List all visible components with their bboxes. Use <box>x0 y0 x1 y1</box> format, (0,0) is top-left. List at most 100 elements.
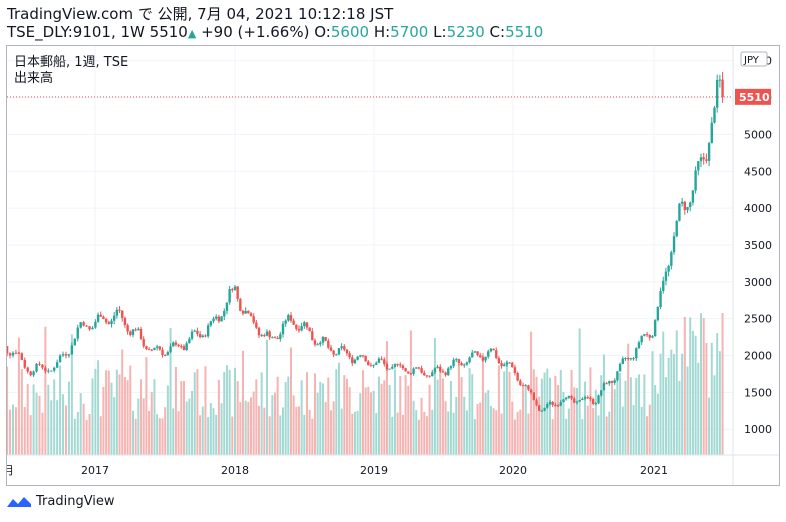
volume-bar <box>383 380 386 455</box>
volume-bar <box>551 419 554 455</box>
price-change: +90 (+1.66%) <box>201 23 310 41</box>
volume-bar <box>281 407 284 455</box>
candle-body <box>129 331 132 335</box>
candle-body <box>678 203 681 221</box>
candle-body <box>20 353 24 360</box>
candle-body <box>284 320 287 324</box>
candle-body <box>96 314 100 322</box>
candle-body <box>551 402 554 405</box>
candle-body <box>88 326 91 330</box>
candle-body <box>236 286 239 299</box>
candle-body <box>297 328 301 331</box>
volume-bar <box>404 375 407 455</box>
candle-body <box>247 310 250 314</box>
candle-body <box>656 306 660 321</box>
volume-bar <box>497 365 500 455</box>
volume-bar <box>431 409 434 455</box>
volume-bar <box>710 342 713 455</box>
candle-body <box>356 356 359 360</box>
candle-body <box>391 366 394 369</box>
candle-body <box>691 190 695 203</box>
candle-body <box>335 354 338 356</box>
volume-bar <box>484 392 487 455</box>
volume-bar <box>388 384 391 455</box>
volume-bar <box>115 369 118 455</box>
volume-bar <box>468 368 471 455</box>
volume-bar <box>673 353 676 455</box>
volume-bar <box>705 342 708 455</box>
candle-body <box>497 357 501 364</box>
candle-body <box>348 353 351 358</box>
candle-body <box>616 371 619 381</box>
volume-bar <box>600 375 603 455</box>
candle-body <box>529 389 533 393</box>
candle-body <box>104 319 108 323</box>
volume-bar <box>335 369 338 455</box>
volume-bar <box>513 419 516 455</box>
candle-body <box>575 401 579 403</box>
volume-bar <box>340 408 343 455</box>
chart-header-line1: TradingView.com で 公開, 7月 04, 2021 10:12:… <box>7 5 393 23</box>
candle-body <box>449 366 453 369</box>
candle-body <box>500 363 503 367</box>
candle-body <box>521 384 525 386</box>
volume-bar <box>670 349 673 455</box>
candle-body <box>241 310 245 314</box>
candle-body <box>313 340 317 345</box>
candle-body <box>431 372 434 377</box>
volume-bar <box>463 396 466 455</box>
price-tick-label: 1000 <box>744 423 772 436</box>
candle-body <box>121 310 124 318</box>
candle-body <box>220 316 223 322</box>
volume-bar <box>436 379 439 455</box>
candle-body <box>345 349 349 354</box>
volume-bar <box>500 413 503 455</box>
volume-bar <box>519 409 522 455</box>
candle-body <box>519 380 522 385</box>
candle-body <box>231 289 234 291</box>
candle-body <box>680 201 684 204</box>
candle-body <box>492 348 495 351</box>
candle-body <box>686 206 689 211</box>
volume-bar <box>38 395 41 455</box>
volume-bar <box>99 416 102 455</box>
volume-bar <box>369 392 372 455</box>
candle-body <box>305 322 309 328</box>
candle-body <box>361 355 365 357</box>
candle-body <box>651 336 654 338</box>
volume-bar <box>465 410 468 455</box>
price-tick-label: 2500 <box>744 313 772 326</box>
volume-bar <box>313 373 316 455</box>
volume-bar <box>441 378 444 455</box>
brand-name: TradingView <box>36 494 115 509</box>
volume-bar <box>332 401 335 455</box>
volume-bar <box>656 393 659 455</box>
time-tick-label: 2018 <box>221 464 249 477</box>
candle-body <box>559 402 562 406</box>
candle-body <box>353 359 357 364</box>
volume-bar <box>59 365 62 455</box>
close-label: C: <box>489 23 506 41</box>
volume-bar <box>532 369 535 455</box>
candle-body <box>583 397 587 399</box>
volume-bar <box>447 411 450 455</box>
volume-bar <box>260 372 263 455</box>
volume-bar <box>174 366 177 455</box>
candle-body <box>548 402 552 405</box>
candle-body <box>543 407 546 411</box>
candle-body <box>244 310 247 314</box>
price-chart[interactable]: 1000150020002500300035004000450050005500… <box>7 46 779 485</box>
candle-body <box>198 333 202 337</box>
volume-bar <box>188 398 191 455</box>
candle-body <box>511 362 514 368</box>
volume-bar <box>503 371 506 455</box>
candle-body <box>380 358 383 360</box>
volume-bar <box>91 378 94 455</box>
volume-bar <box>508 371 511 455</box>
candle-body <box>581 398 584 400</box>
volume-bar <box>407 385 410 455</box>
volume-bar <box>82 403 85 455</box>
candle-body <box>316 344 319 346</box>
candle-body <box>532 392 536 401</box>
footer-brand[interactable]: TradingView <box>6 494 115 509</box>
